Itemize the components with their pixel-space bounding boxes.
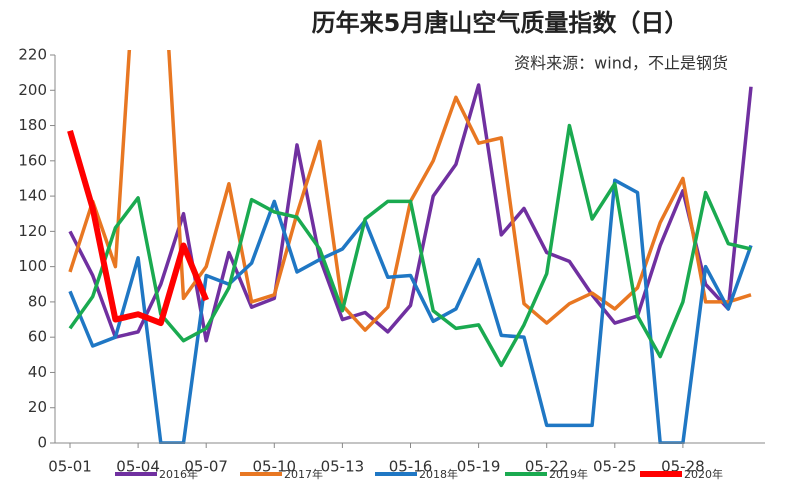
annotation: 资料来源：wind，不止是钢货 xyxy=(514,54,728,73)
series-line xyxy=(67,129,209,327)
y-tick-label: 0 xyxy=(37,434,47,452)
x-tick-label: 05-10 xyxy=(253,458,297,476)
y-tick-label: 80 xyxy=(28,292,47,310)
y-tick-label: 60 xyxy=(28,328,47,346)
x-tick-label: 05-16 xyxy=(389,458,433,476)
series-line xyxy=(68,123,752,368)
x-tick-label: 05-07 xyxy=(184,458,228,476)
y-tick-label: 160 xyxy=(18,151,47,169)
x-tick-label: 05-19 xyxy=(457,458,501,476)
x-tick-label: 05-13 xyxy=(321,458,365,476)
legend-label: 2017年 xyxy=(284,467,323,481)
y-tick-label: 220 xyxy=(18,46,47,64)
y-tick-label: 40 xyxy=(28,363,47,381)
legend-label: 2018年 xyxy=(419,467,458,481)
legend-label: 2019年 xyxy=(549,467,588,481)
y-tick-label: 200 xyxy=(18,81,47,99)
y-tick-label: 180 xyxy=(18,116,47,134)
chart-title: 历年来5月唐山空气质量指数（日） xyxy=(312,9,689,37)
x-tick-label: 05-25 xyxy=(593,458,637,476)
x-tick-label: 05-22 xyxy=(525,458,569,476)
x-tick-label: 05-04 xyxy=(116,458,160,476)
y-tick-label: 120 xyxy=(18,222,47,240)
y-tick-label: 20 xyxy=(28,398,47,416)
legend-label: 2016年 xyxy=(159,467,198,481)
y-tick-label: 100 xyxy=(18,257,47,275)
legend-label: 2020年 xyxy=(684,467,723,481)
y-tick-label: 140 xyxy=(18,187,47,205)
x-tick-label: 05-01 xyxy=(48,458,92,476)
